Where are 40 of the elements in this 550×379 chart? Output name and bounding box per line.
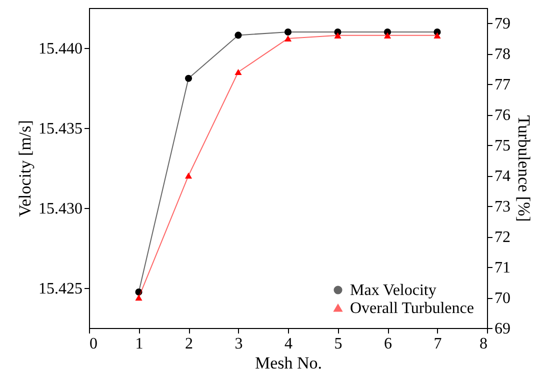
point [284, 35, 292, 42]
legend-label: Overall Turbulence [350, 300, 474, 317]
x-tick-label: 7 [434, 336, 442, 352]
y2-tick-label: 70 [494, 290, 510, 308]
point [284, 28, 292, 36]
x-tick-label: 3 [234, 336, 243, 352]
point [184, 74, 192, 82]
x-tick-label: 2 [185, 336, 193, 352]
point [434, 32, 441, 38]
y-tick-label: 15.435 [38, 120, 82, 138]
y2-tick-label: 77 [494, 76, 510, 94]
x-tick-label: 8 [480, 336, 488, 352]
y2-tick-label: 75 [494, 138, 510, 155]
point [135, 294, 142, 301]
point [234, 32, 242, 39]
y2-tick-label: 72 [494, 229, 510, 246]
y2-tick-label: 78 [494, 46, 510, 64]
x-tick-label: 5 [334, 336, 342, 352]
y2-tick-label: 79 [494, 16, 510, 33]
point [384, 32, 392, 38]
y2-tick-label: 73 [494, 198, 510, 216]
y-tick-label: 15.425 [38, 280, 82, 298]
point [334, 32, 342, 38]
y2-tick-label: 76 [494, 107, 510, 124]
legend-label: Max Velocity [350, 282, 436, 299]
x-axis-title: Mesh No. [254, 354, 322, 372]
y-tick-label: 15.440 [38, 40, 82, 58]
y2-tick-label: 71 [494, 260, 510, 277]
x-tick-label: 0 [90, 336, 98, 352]
x-tick-label: 1 [135, 336, 144, 352]
point [234, 68, 242, 76]
y2-tick-label: 69 [494, 320, 510, 338]
y2-axis-title: Turbulence [%] [514, 115, 534, 222]
point [135, 288, 142, 296]
x-tick-label: 6 [384, 336, 392, 352]
point [184, 172, 192, 179]
y2-tick-label: 74 [494, 168, 510, 186]
x-tick-label: 4 [284, 336, 292, 352]
y-axis-title: Velocity [m/s] [16, 120, 34, 217]
y-tick-label: 15.430 [38, 200, 82, 218]
